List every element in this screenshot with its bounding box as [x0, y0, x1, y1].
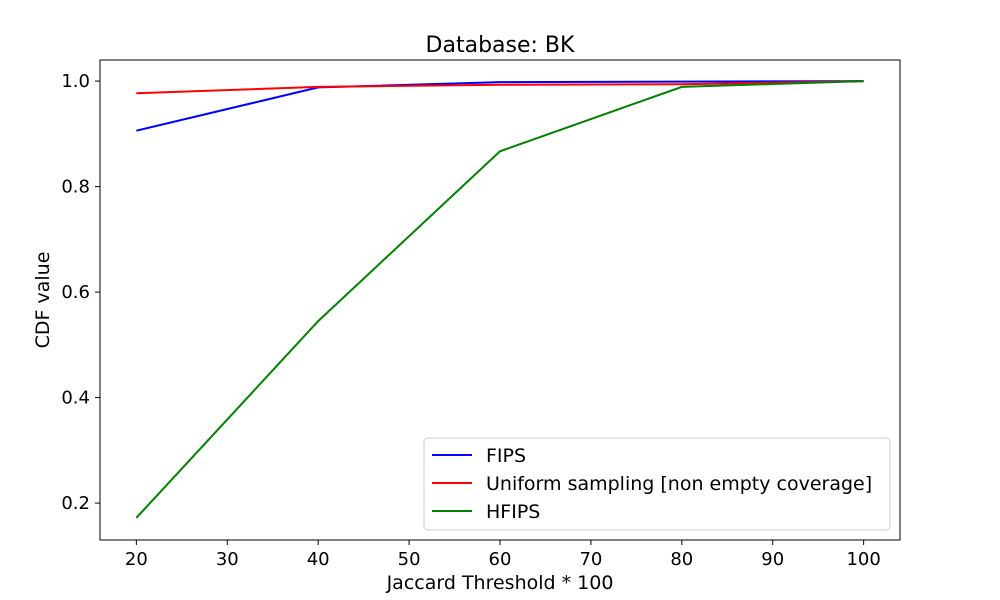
y-axis-label: CDF value — [32, 252, 54, 349]
legend-box — [423, 437, 891, 531]
legend-label: Uniform sampling [non empty coverage] — [486, 473, 872, 495]
x-axis: 20 30 40 50 60 70 80 90 100 — [125, 540, 881, 570]
x-tick-label: 50 — [398, 549, 421, 570]
legend-label: FIPS — [486, 445, 526, 467]
y-tick-label: 0.6 — [61, 282, 90, 303]
x-tick-label: 60 — [489, 549, 512, 570]
y-tick-label: 0.8 — [61, 177, 90, 198]
legend: FIPS Uniform sampling [non empty coverage… — [423, 437, 891, 531]
legend-label: HFIPS — [486, 501, 540, 523]
y-tick-label: 1.0 — [61, 71, 90, 92]
x-tick-label: 40 — [307, 549, 330, 570]
chart-title: Database: BK — [426, 33, 575, 58]
x-tick-label: 20 — [125, 549, 148, 570]
y-tick-label: 0.2 — [61, 493, 90, 514]
series-line-3 — [135, 80, 864, 519]
x-tick-label: 80 — [670, 549, 693, 570]
x-tick-label: 100 — [846, 549, 880, 570]
x-axis-label: Jaccard Threshold * 100 — [386, 572, 614, 594]
x-tick-label: 30 — [216, 549, 239, 570]
x-tick-label: 70 — [579, 549, 602, 570]
series-lines — [135, 80, 864, 519]
series-line-1 — [136, 80, 864, 132]
x-tick-label: 90 — [761, 549, 784, 570]
y-axis: 0.2 0.4 0.6 0.8 1.0 — [61, 71, 100, 514]
series-line-2 — [136, 80, 864, 95]
y-tick-label: 0.4 — [61, 388, 90, 409]
